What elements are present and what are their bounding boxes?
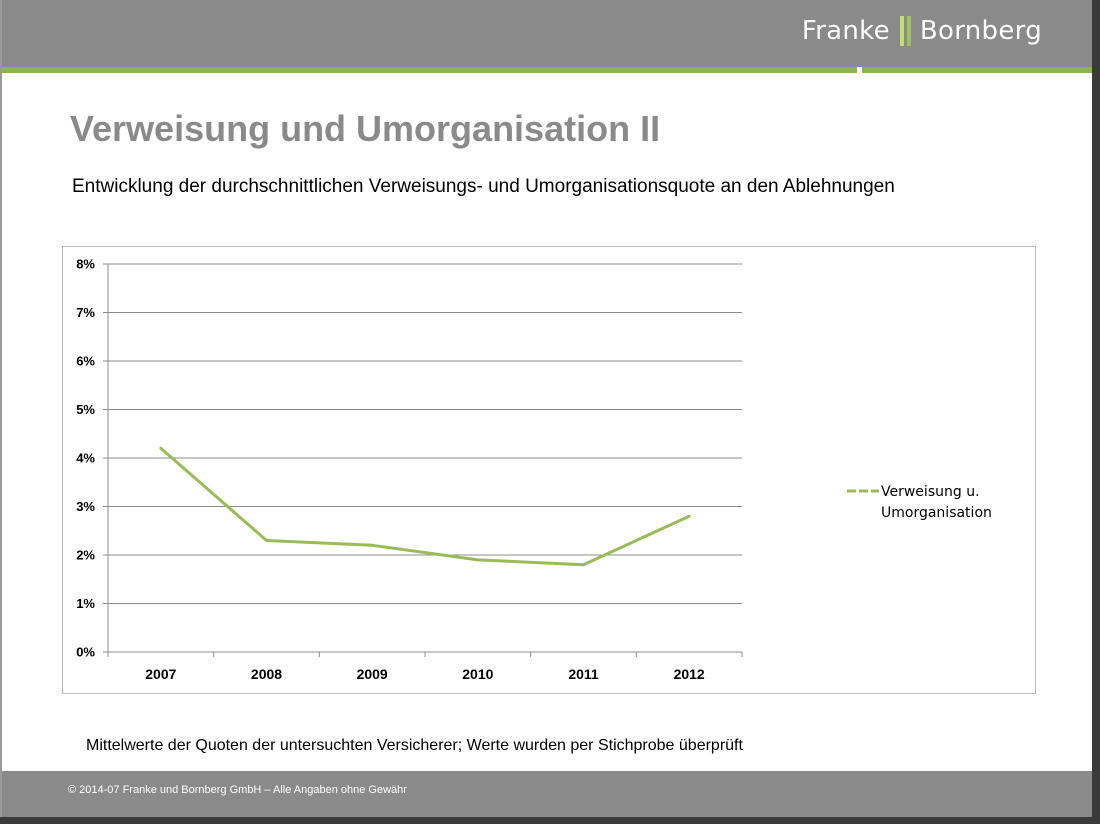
x-tick-label: 2007 xyxy=(145,666,176,682)
data-point xyxy=(370,543,374,547)
x-tick-label: 2009 xyxy=(357,666,388,682)
footer-copyright: © 2014-07 Franke und Bornberg GmbH – All… xyxy=(68,784,407,796)
y-tick-label: 7% xyxy=(76,305,95,320)
slide-frame-bottom xyxy=(0,817,1100,824)
data-point xyxy=(159,446,163,450)
series-line xyxy=(159,447,690,567)
y-tick-label: 6% xyxy=(76,354,95,369)
slide-frame-right xyxy=(1092,0,1100,824)
chart-area: 0% 1% 2% 3% 4% 5% 6% 7% 8% 2007 2008 2009 2010 2011 20… xyxy=(62,246,1036,694)
slide-subtitle: Entwicklung der durchschnittlichen Verwe… xyxy=(72,176,895,197)
y-tick-label: 1% xyxy=(76,596,95,611)
header-accent-gap xyxy=(857,67,862,73)
brand-name-left: Franke xyxy=(801,16,890,46)
header-accent-line xyxy=(2,67,1092,73)
x-tick-label: 2010 xyxy=(462,666,493,682)
legend-label: Verweisung u. xyxy=(881,484,980,500)
slide-title: Verweisung und Umorganisation II xyxy=(70,108,661,149)
y-tick-label: 3% xyxy=(76,499,95,514)
brand-bars-icon xyxy=(899,16,911,46)
y-tick-label: 8% xyxy=(76,257,95,272)
line-chart: 0% 1% 2% 3% 4% 5% 6% 7% 8% 2007 2008 2009 2010 2011 20… xyxy=(76,257,992,683)
footer-bar xyxy=(2,771,1092,817)
y-tick-label: 0% xyxy=(76,645,95,660)
legend-label: Umorganisation xyxy=(881,505,992,521)
x-tick-label: 2011 xyxy=(568,666,599,682)
data-point xyxy=(265,538,268,542)
x-tick-label: 2012 xyxy=(674,666,705,682)
brand-logo: Franke Bornberg xyxy=(802,16,1042,46)
data-point xyxy=(582,563,585,567)
data-point xyxy=(687,514,691,518)
slide-frame-left xyxy=(0,0,2,817)
y-tick-label: 5% xyxy=(76,402,95,417)
y-tick-label: 2% xyxy=(76,548,95,563)
y-tick-label: 4% xyxy=(76,451,95,466)
footnote: Mittelwerte der Quoten der untersuchten … xyxy=(86,737,743,754)
brand-name-right: Bornberg xyxy=(919,16,1042,46)
data-point xyxy=(476,558,480,562)
x-tick-label: 2008 xyxy=(251,666,282,682)
